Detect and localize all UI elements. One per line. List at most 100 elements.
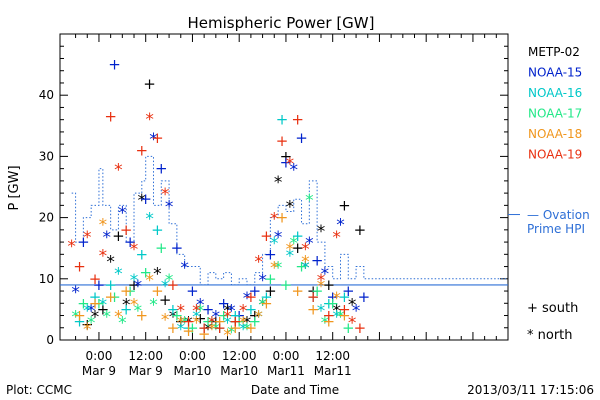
data-point-noaa-16: + [323,294,336,312]
data-point-metp-02: * [122,295,131,315]
data-point-noaa-19: + [291,111,304,129]
data-point-metp-02: + [128,276,141,294]
data-point-noaa-17: + [108,288,121,306]
legend-entry-noaa-18: NOAA-18 [528,127,582,141]
data-point-noaa-17: * [305,191,314,211]
data-point-noaa-15: * [196,295,205,315]
data-point-metp-02: * [348,295,357,315]
data-point-noaa-19: * [208,314,217,334]
legend-entry-noaa-17: NOAA-17 [528,107,582,121]
x-tick-date-label: Mar11 [267,364,305,378]
data-point-noaa-16: + [291,227,304,245]
data-point-metp-02: * [184,314,193,334]
data-point-noaa-16: * [208,314,217,334]
data-point-noaa-17: * [165,271,174,291]
data-point-noaa-15: + [326,288,339,306]
data-point-noaa-18: + [73,307,86,325]
data-point-noaa-16: * [83,301,92,321]
data-point-metp-02: * [258,295,267,315]
legend-entry-noaa-19: NOAA-19 [528,148,582,162]
data-point-noaa-18: + [89,294,102,312]
data-point-noaa-15: + [186,282,199,300]
data-points: +*+*+*+*+*+*+* +*+*+ *+*+*+*+*+*+*+*+*+*+*… [67,56,370,346]
data-point-noaa-16: + [136,245,149,263]
data-point-noaa-16: + [276,111,289,129]
data-point-noaa-16: + [89,288,102,306]
data-point-noaa-18: * [130,295,139,315]
data-point-noaa-19: + [307,288,320,306]
data-point-noaa-19: * [332,228,341,248]
data-point-noaa-15: + [171,239,184,257]
data-point-noaa-19: * [286,155,295,175]
data-point-noaa-16: * [286,246,295,266]
data-point-noaa-17: + [171,307,184,325]
data-point-metp-02: + [194,310,207,328]
data-point-noaa-19: + [323,307,336,325]
data-point-noaa-19: + [260,227,273,245]
data-point-metp-02: + [229,313,242,331]
y-tick-label: 40 [39,88,54,102]
data-point-noaa-15: * [180,259,189,279]
data-point-noaa-16: * [145,210,154,230]
legend: METP-02 NOAA-15 NOAA-16 NOAA-17 NOAA-18 NOAA-… [508,45,590,236]
plot-frame [59,33,509,341]
legend-entry-metp-02: METP-02 [528,45,580,59]
data-point-noaa-19: + [73,258,86,276]
data-point-noaa-15: + [248,282,261,300]
data-point-noaa-16: * [317,301,326,321]
footer-timestamp: 2013/03/11 17:15:06 [467,383,594,397]
data-point-noaa-16: + [229,307,242,325]
data-point-noaa-17: + [233,313,246,331]
chart-title: Hemispheric Power [GW] [188,14,375,32]
data-point-noaa-19: * [114,161,123,181]
ovation-series [60,155,508,286]
data-point-metp-02: + [159,291,172,309]
footer-left: Plot: CCMC [6,383,72,397]
data-point-noaa-18: * [239,314,248,334]
data-point-noaa-17: * [321,314,330,334]
data-point-noaa-19: + [229,313,242,331]
data-point-noaa-15: * [102,228,111,248]
data-point-metp-02: + [174,313,187,331]
data-point-noaa-15: + [358,288,371,306]
data-point-noaa-19: * [254,252,263,272]
data-point-metp-02: * [91,308,100,328]
data-point-noaa-15: + [77,233,90,251]
data-point-noaa-17: * [180,314,189,334]
data-point-noaa-15: + [202,300,215,318]
data-point-noaa-17: + [311,282,324,300]
data-point-noaa-19: + [213,319,226,337]
data-point-noaa-18: + [245,319,258,337]
data-point-noaa-18: * [177,314,186,334]
data-point-noaa-17: + [77,294,90,312]
data-point-noaa-19: + [198,319,211,337]
data-point-noaa-18: + [213,313,226,331]
data-point-noaa-17: + [326,294,339,312]
data-point-noaa-17: * [274,259,283,279]
data-point-noaa-19: * [67,237,76,257]
data-point-noaa-19: * [130,240,139,260]
data-point-noaa-19: * [177,301,186,321]
data-point-metp-02: * [138,191,147,211]
data-point-noaa-18: + [276,209,289,227]
data-point-noaa-18: + [104,288,117,306]
data-point-metp-02: * [286,197,295,217]
data-point-noaa-19: * [239,301,248,321]
data-point-noaa-18: * [145,271,154,291]
data-point-noaa-15: * [71,283,80,303]
marker-key-south: + south [527,301,578,316]
data-point-noaa-19: + [151,129,164,147]
data-point-noaa-18: * [208,320,217,340]
data-point-noaa-16: * [161,277,170,297]
data-point-noaa-19: * [145,110,154,130]
data-point-noaa-17: + [93,294,106,312]
data-point-noaa-17: + [186,319,199,337]
data-point-noaa-15: + [233,307,246,325]
data-point-noaa-19: + [354,319,367,337]
data-point-noaa-17: + [280,276,293,294]
data-point-noaa-17: + [295,258,308,276]
data-point-noaa-15: * [274,228,283,248]
data-point-metp-02: + [97,300,110,318]
y-axis-label: P [GW] [7,165,22,210]
